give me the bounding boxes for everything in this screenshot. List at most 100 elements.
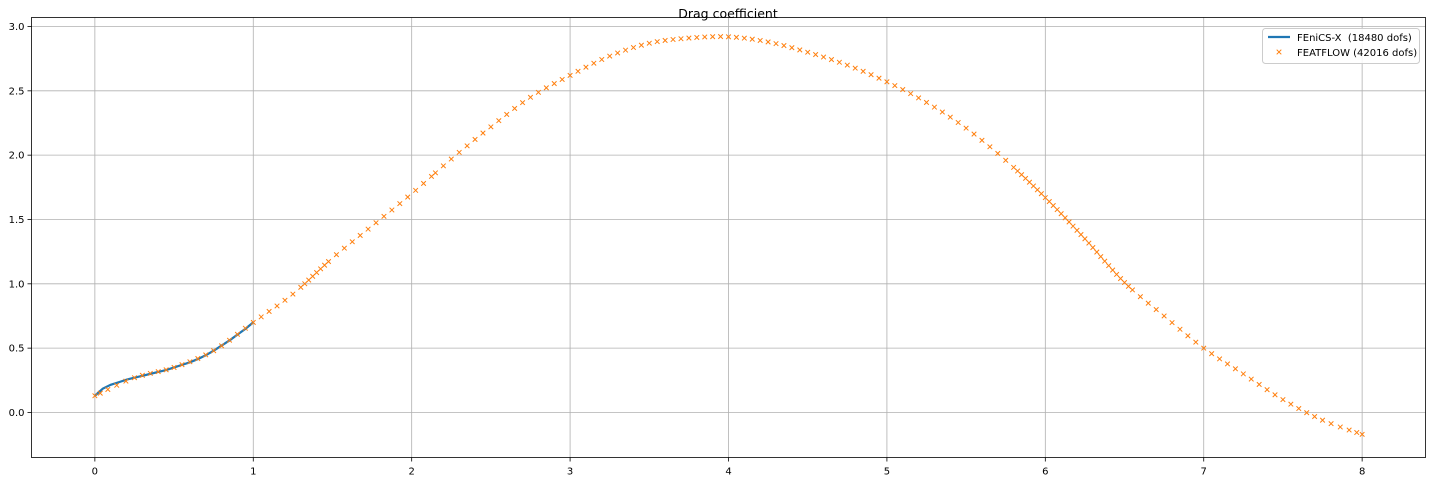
featflow-marker	[1161, 313, 1167, 319]
featflow-marker	[876, 75, 882, 81]
featflow-marker	[789, 45, 795, 51]
featflow-marker	[1280, 396, 1286, 403]
featflow-marker	[218, 343, 225, 349]
featflow-marker	[1264, 387, 1270, 393]
featflow-marker	[1129, 287, 1136, 293]
featflow-marker	[1328, 421, 1334, 427]
featflow-marker	[781, 42, 787, 49]
series-layer	[92, 33, 1365, 437]
featflow-marker	[420, 180, 427, 187]
featflow-marker	[1054, 206, 1060, 213]
featflow-marker	[567, 72, 573, 79]
featflow-marker	[1117, 275, 1124, 282]
featflow-marker	[488, 124, 494, 130]
featflow-marker	[405, 194, 411, 200]
legend: FEniCS-X (18480 dofs) FEATFLOW (42016 dof…	[1262, 28, 1420, 64]
featflow-marker	[820, 54, 827, 60]
x-tick-label: 4	[725, 467, 731, 478]
featflow-marker	[1082, 236, 1088, 242]
y-tick-label: 0.5	[9, 344, 25, 355]
x-tick-label: 5	[884, 467, 890, 478]
featflow-marker	[105, 386, 111, 393]
featflow-marker	[1022, 175, 1029, 182]
featflow-marker	[551, 80, 557, 87]
featflow-marker	[1177, 326, 1183, 332]
featflow-marker	[412, 187, 419, 194]
featflow-marker	[749, 36, 755, 42]
featflow-marker	[836, 59, 843, 65]
featflow-marker	[496, 117, 502, 124]
y-tick-label: 1.0	[9, 279, 25, 290]
featflow-marker	[1070, 223, 1076, 229]
featflow-marker	[614, 50, 621, 56]
featflow-marker	[365, 226, 371, 232]
featflow-marker	[543, 85, 549, 91]
featflow-marker	[1359, 431, 1365, 437]
featflow-marker	[1319, 417, 1326, 423]
featflow-marker	[1066, 219, 1072, 225]
featflow-marker	[908, 90, 914, 97]
featflow-marker	[290, 291, 296, 297]
x-tick-label: 3	[567, 467, 573, 478]
featflow-marker	[163, 367, 169, 373]
featflow-marker	[1169, 319, 1175, 326]
featflow-marker	[258, 314, 264, 320]
grid-lines	[31, 17, 1426, 458]
featflow-marker	[456, 149, 462, 156]
featflow-marker	[638, 42, 645, 48]
featflow-marker	[1256, 381, 1262, 388]
featflow-marker	[535, 89, 542, 96]
featflow-marker	[448, 156, 454, 162]
featflow-marker	[211, 348, 217, 354]
featflow-marker	[1304, 410, 1310, 416]
featflow-marker	[1102, 258, 1108, 264]
legend-featflow-label: FEATFLOW (42016 dofs)	[1297, 48, 1417, 59]
featflow-marker	[686, 35, 692, 41]
x-tick-label: 6	[1042, 467, 1048, 478]
featflow-marker	[900, 86, 906, 93]
featflow-marker	[741, 35, 747, 41]
featflow-marker	[519, 99, 526, 106]
featflow-marker	[1078, 231, 1084, 238]
featflow-marker	[92, 393, 98, 399]
featflow-marker	[511, 105, 518, 112]
featflow-marker	[860, 68, 866, 74]
featflow-marker	[1153, 306, 1159, 313]
x-tick-label: 7	[1201, 467, 1207, 478]
featflow-marker	[583, 64, 589, 70]
featflow-marker	[1248, 376, 1254, 382]
featflow-marker	[397, 200, 403, 207]
featflow-marker	[1346, 427, 1352, 433]
featflow-marker	[1046, 198, 1052, 205]
featflow-marker	[733, 34, 740, 40]
featflow-marker	[979, 137, 985, 143]
featflow-marker	[179, 362, 185, 368]
tick-layer: 0 1 2 3 4 5 6 7 8 0.0 0.5 1.0 1.5 2.0 2.5 3.0	[9, 22, 1366, 477]
featflow-marker	[1224, 361, 1231, 367]
featflow-marker	[1296, 405, 1302, 412]
featflow-marker	[1018, 172, 1025, 178]
featflow-marker	[947, 114, 953, 120]
featflow-marker	[242, 325, 249, 331]
featflow-marker	[1185, 333, 1191, 339]
featflow-marker	[1026, 179, 1033, 185]
featflow-marker	[1090, 244, 1096, 251]
featflow-marker	[97, 390, 103, 396]
x-tick-label: 0	[92, 467, 98, 478]
featflow-marker	[274, 303, 280, 309]
featflow-marker	[1086, 240, 1092, 246]
featflow-marker	[1113, 271, 1120, 278]
featflow-marker	[472, 136, 478, 143]
featflow-marker	[440, 163, 447, 169]
featflow-marker	[559, 76, 565, 83]
featflow-marker	[504, 111, 510, 118]
featflow-marker	[1232, 366, 1239, 372]
featflow-marker	[1074, 227, 1080, 233]
featflow-marker	[1201, 345, 1207, 351]
featflow-marker	[187, 359, 193, 365]
featflow-marker	[646, 40, 652, 46]
featflow-marker	[884, 79, 890, 85]
featflow-marker	[1038, 191, 1045, 197]
featflow-marker	[203, 352, 209, 358]
